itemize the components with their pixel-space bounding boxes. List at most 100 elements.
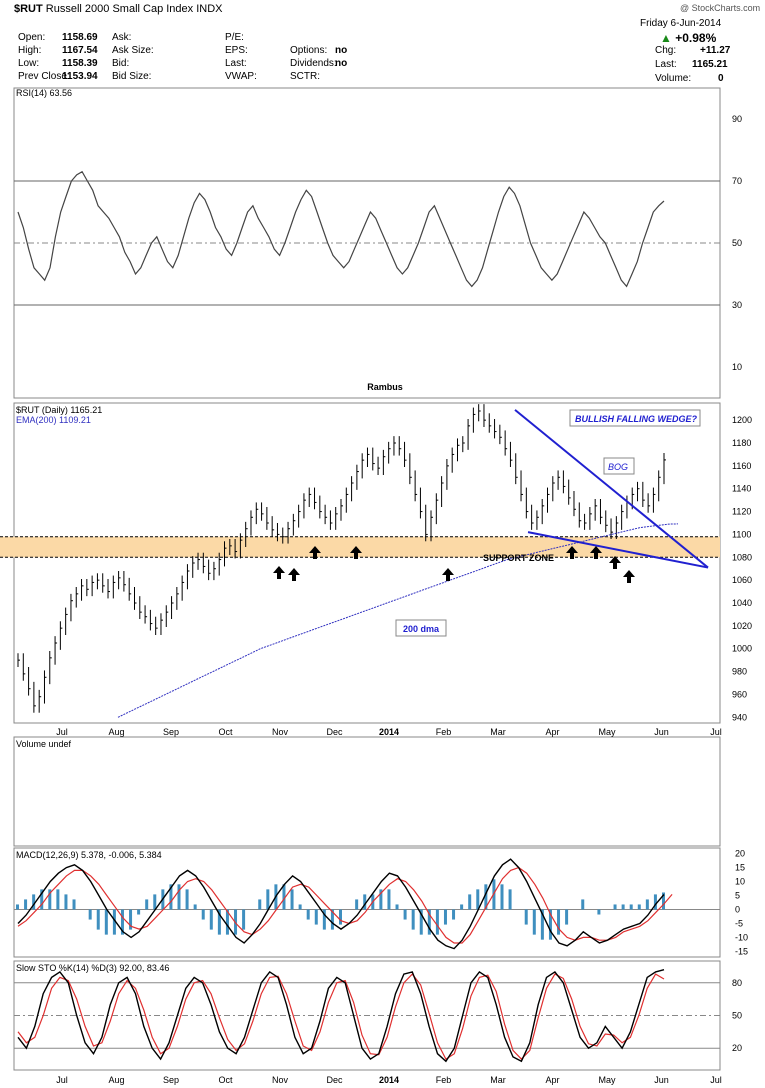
price-x-tick-8: Mar xyxy=(490,727,506,737)
quote-cell-3-2: Bid Size: xyxy=(112,71,152,82)
macd-histogram-bar-61 xyxy=(508,889,512,910)
price-y-tick-3: 1000 xyxy=(732,644,752,654)
macd-histogram-bar-38 xyxy=(322,909,326,930)
wedge-label: BULLISH FALLING WEDGE? xyxy=(575,414,697,424)
rsi-y-tick-4: 90 xyxy=(732,114,742,124)
panel-frame-volume xyxy=(13,736,721,847)
macd-histogram-bar-72 xyxy=(597,909,601,915)
stoch-x-tick-1: Aug xyxy=(108,1075,124,1085)
price-x-tick-10: May xyxy=(598,727,616,737)
macd-histogram-bar-9 xyxy=(88,909,92,920)
rsi-y-tick-3: 70 xyxy=(732,176,742,186)
quote-cell-2-1: 1158.39 xyxy=(62,58,98,69)
macd-y-tick-2: -5 xyxy=(735,918,743,928)
macd-histogram-bar-21 xyxy=(185,889,189,910)
macd-histogram-bar-76 xyxy=(629,904,633,910)
quote-cell-2-6: Dividends: xyxy=(290,58,337,69)
price-x-tick-9: Apr xyxy=(545,727,559,737)
macd-histogram-bar-35 xyxy=(298,904,302,910)
stoch-x-tick-8: Mar xyxy=(490,1075,506,1085)
macd-histogram-bar-33 xyxy=(282,884,286,910)
support-arrow-icon-0 xyxy=(273,566,285,579)
rsi-title: RSI(14) 63.56 xyxy=(16,88,72,98)
panel-frame-macd xyxy=(13,847,721,958)
stoch-d-line xyxy=(17,973,665,1060)
macd-histogram-bar-70 xyxy=(581,899,585,910)
quote-cell-2-2: Bid: xyxy=(112,58,130,69)
macd-histogram-bar-78 xyxy=(645,899,649,910)
macd-histogram-bar-1 xyxy=(24,899,28,910)
macd-histogram-bar-55 xyxy=(460,904,464,910)
macd-histogram-bar-26 xyxy=(225,909,229,935)
macd-histogram-bar-74 xyxy=(613,904,617,910)
macd-histogram-bar-4 xyxy=(48,889,52,910)
price-y-tick-6: 1060 xyxy=(732,575,752,585)
macd-histogram-bar-39 xyxy=(330,909,334,930)
macd-histogram-bar-13 xyxy=(120,909,124,935)
macd-histogram-bar-16 xyxy=(145,899,149,910)
macd-histogram-bar-11 xyxy=(104,909,108,935)
last-label: Last: xyxy=(655,59,677,70)
macd-histogram-bar-63 xyxy=(524,909,528,925)
quote-cell-3-0: Prev Close: xyxy=(18,71,70,82)
volume-value: 0 xyxy=(718,73,724,84)
stoch-x-tick-9: Apr xyxy=(545,1075,559,1085)
ema200-line xyxy=(117,523,679,718)
quote-cell-1-6: Options: xyxy=(290,45,328,56)
macd-histogram-bar-5 xyxy=(56,889,60,910)
macd-histogram-bar-49 xyxy=(411,909,415,930)
price-title: $RUT (Daily) 1165.21 xyxy=(16,405,102,415)
stoch-x-tick-0: Jul xyxy=(56,1075,68,1085)
wedge-label-box xyxy=(569,409,701,427)
price-x-tick-6: 2014 xyxy=(379,727,399,737)
macd-histogram-bar-28 xyxy=(242,909,246,930)
ticker-symbol: $RUT xyxy=(14,3,43,15)
macd-histogram-bar-80 xyxy=(662,892,665,910)
macd-histogram-bar-79 xyxy=(653,894,657,910)
price-y-tick-10: 1140 xyxy=(732,484,751,494)
stoch-x-tick-11: Jun xyxy=(654,1075,669,1085)
stoch-x-tick-6: 2014 xyxy=(379,1075,399,1085)
dma-label-box xyxy=(395,619,447,637)
macd-y-tick-3: 0 xyxy=(735,904,740,914)
quote-cell-1-7: no xyxy=(335,45,348,56)
macd-histogram-bar-42 xyxy=(355,899,359,910)
macd-histogram-bar-0 xyxy=(16,904,19,910)
macd-histogram-bar-34 xyxy=(290,889,294,910)
macd-histogram-bar-64 xyxy=(532,909,536,935)
macd-histogram-bar-24 xyxy=(209,909,213,930)
macd-histogram-bar-17 xyxy=(153,894,157,910)
macd-histogram-bar-43 xyxy=(363,894,367,910)
macd-histogram-bar-65 xyxy=(540,909,544,940)
quote-cell-2-7: no xyxy=(335,58,348,69)
macd-histogram-bar-45 xyxy=(379,889,383,910)
macd-y-tick-6: 15 xyxy=(735,863,745,873)
macd-histogram-bar-6 xyxy=(64,894,68,910)
price-y-tick-12: 1180 xyxy=(732,438,751,448)
panel-frame-price xyxy=(13,402,721,724)
macd-histogram-bar-57 xyxy=(476,889,480,910)
macd-histogram-bar-20 xyxy=(177,884,181,910)
macd-line xyxy=(17,858,665,950)
change-percent: +0.98% xyxy=(675,31,717,45)
support-arrow-icon-5 xyxy=(566,546,578,559)
macd-y-tick-7: 20 xyxy=(735,849,745,859)
stoch-x-tick-7: Feb xyxy=(436,1075,452,1085)
price-y-tick-2: 980 xyxy=(732,667,747,677)
price-y-tick-7: 1080 xyxy=(732,552,752,562)
rambus-label: Rambus xyxy=(367,382,403,392)
macd-histogram-bar-31 xyxy=(266,889,270,910)
quote-cell-3-1: 1153.94 xyxy=(62,71,98,82)
quote-cell-1-2: Ask Size: xyxy=(112,45,154,56)
wedge-upper-line xyxy=(514,409,709,569)
stoch-x-tick-5: Dec xyxy=(326,1075,343,1085)
quote-cell-1-0: High: xyxy=(18,45,42,56)
macd-histogram-bar-7 xyxy=(72,899,76,910)
rsi-y-tick-1: 30 xyxy=(732,300,742,310)
support-zone-label: SUPPORT ZONE xyxy=(483,553,554,563)
price-x-tick-2: Sep xyxy=(163,727,179,737)
quote-cell-3-4: VWAP: xyxy=(225,71,257,82)
stoch-y-tick-2: 80 xyxy=(732,978,742,988)
macd-y-tick-0: -15 xyxy=(735,946,748,956)
